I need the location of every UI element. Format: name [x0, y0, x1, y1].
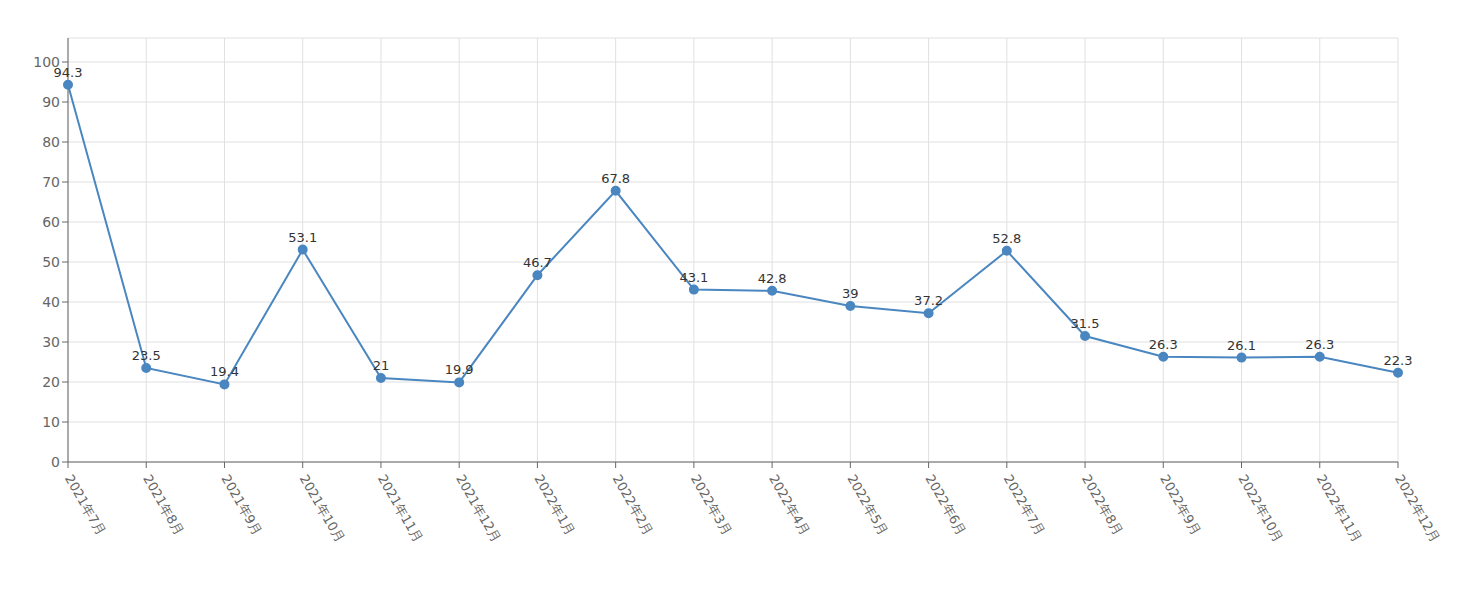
svg-text:26.3: 26.3 — [1149, 337, 1178, 352]
svg-text:30: 30 — [42, 334, 60, 350]
svg-text:40: 40 — [42, 294, 60, 310]
svg-text:43.1: 43.1 — [679, 270, 708, 285]
svg-text:2022年6月: 2022年6月 — [923, 472, 970, 538]
svg-text:19.9: 19.9 — [445, 362, 474, 377]
svg-text:2022年10月: 2022年10月 — [1235, 472, 1286, 545]
svg-text:39: 39 — [842, 286, 859, 301]
svg-text:31.5: 31.5 — [1071, 316, 1100, 331]
svg-text:100: 100 — [33, 54, 60, 70]
svg-text:2022年4月: 2022年4月 — [766, 472, 813, 538]
svg-text:80: 80 — [42, 134, 60, 150]
svg-text:42.8: 42.8 — [758, 271, 787, 286]
svg-text:37.2: 37.2 — [914, 293, 943, 308]
svg-text:2022年12月: 2022年12月 — [1392, 472, 1443, 545]
svg-text:23.5: 23.5 — [132, 348, 161, 363]
svg-text:46.7: 46.7 — [523, 255, 552, 270]
svg-text:10: 10 — [42, 414, 60, 430]
svg-text:2022年2月: 2022年2月 — [610, 472, 657, 538]
svg-text:26.1: 26.1 — [1227, 338, 1256, 353]
svg-text:52.8: 52.8 — [992, 231, 1021, 246]
svg-text:2021年8月: 2021年8月 — [140, 472, 187, 538]
svg-text:70: 70 — [42, 174, 60, 190]
svg-text:22.3: 22.3 — [1384, 353, 1413, 368]
svg-text:67.8: 67.8 — [601, 171, 630, 186]
svg-text:2022年9月: 2022年9月 — [1157, 472, 1204, 538]
svg-text:2022年3月: 2022年3月 — [688, 472, 735, 538]
svg-text:60: 60 — [42, 214, 60, 230]
svg-text:94.3: 94.3 — [54, 65, 83, 80]
svg-text:53.1: 53.1 — [288, 230, 317, 245]
svg-text:19.4: 19.4 — [210, 364, 239, 379]
svg-text:50: 50 — [42, 254, 60, 270]
svg-text:90: 90 — [42, 94, 60, 110]
svg-text:2022年7月: 2022年7月 — [1001, 472, 1048, 538]
svg-text:2022年11月: 2022年11月 — [1314, 472, 1365, 545]
svg-text:2021年10月: 2021年10月 — [297, 472, 348, 545]
svg-text:2022年1月: 2022年1月 — [531, 472, 578, 538]
svg-text:0: 0 — [51, 454, 60, 470]
svg-text:20: 20 — [42, 374, 60, 390]
svg-text:2022年5月: 2022年5月 — [844, 472, 891, 538]
svg-text:2022年8月: 2022年8月 — [1079, 472, 1126, 538]
svg-text:2021年7月: 2021年7月 — [62, 472, 109, 538]
svg-text:26.3: 26.3 — [1305, 337, 1334, 352]
svg-text:2021年11月: 2021年11月 — [375, 472, 426, 545]
svg-text:2021年9月: 2021年9月 — [218, 472, 265, 538]
svg-text:21: 21 — [373, 358, 390, 373]
svg-text:2021年12月: 2021年12月 — [453, 472, 504, 545]
